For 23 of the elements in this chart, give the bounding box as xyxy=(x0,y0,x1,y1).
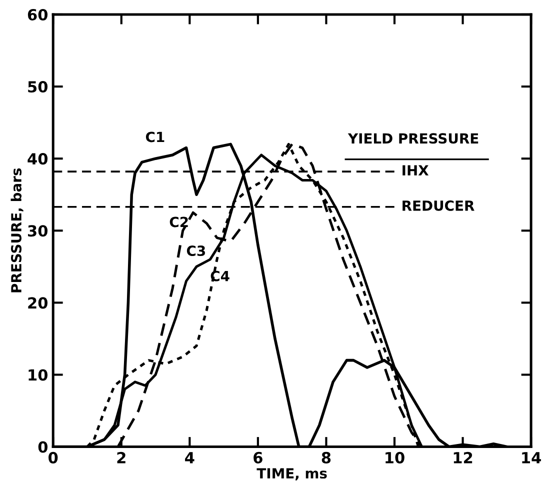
x-tick-label: 14 xyxy=(522,452,541,464)
ref-line-label: REDUCER xyxy=(402,200,474,211)
y-tick-label: 40 xyxy=(28,153,48,165)
x-tick-label: 2 xyxy=(117,452,126,464)
ref-line-label: IHX xyxy=(402,165,429,176)
y-tick-label: 50 xyxy=(28,81,48,93)
x-tick-label: 10 xyxy=(386,452,404,464)
series-label: C3 xyxy=(186,246,205,256)
y-tick-label: 20 xyxy=(28,297,48,309)
y-tick-label: 0 xyxy=(38,441,48,453)
x-tick-label: 8 xyxy=(322,452,331,464)
annotation: YIELD PRESSURE xyxy=(348,133,478,144)
series-label: C1 xyxy=(146,132,164,142)
x-axis-title: TIME, ms xyxy=(256,468,327,480)
y-tick-label: 60 xyxy=(28,8,48,21)
series-label: C2 xyxy=(170,216,188,228)
y-tick-label: 10 xyxy=(28,369,48,381)
x-tick-label: 4 xyxy=(185,452,194,464)
y-axis-title: PRESSURE, bars xyxy=(10,168,24,292)
x-tick-label: 0 xyxy=(48,452,58,464)
x-tick-label: 12 xyxy=(454,452,472,464)
y-tick-label: 30 xyxy=(28,225,48,237)
x-tick-label: 6 xyxy=(254,452,262,464)
